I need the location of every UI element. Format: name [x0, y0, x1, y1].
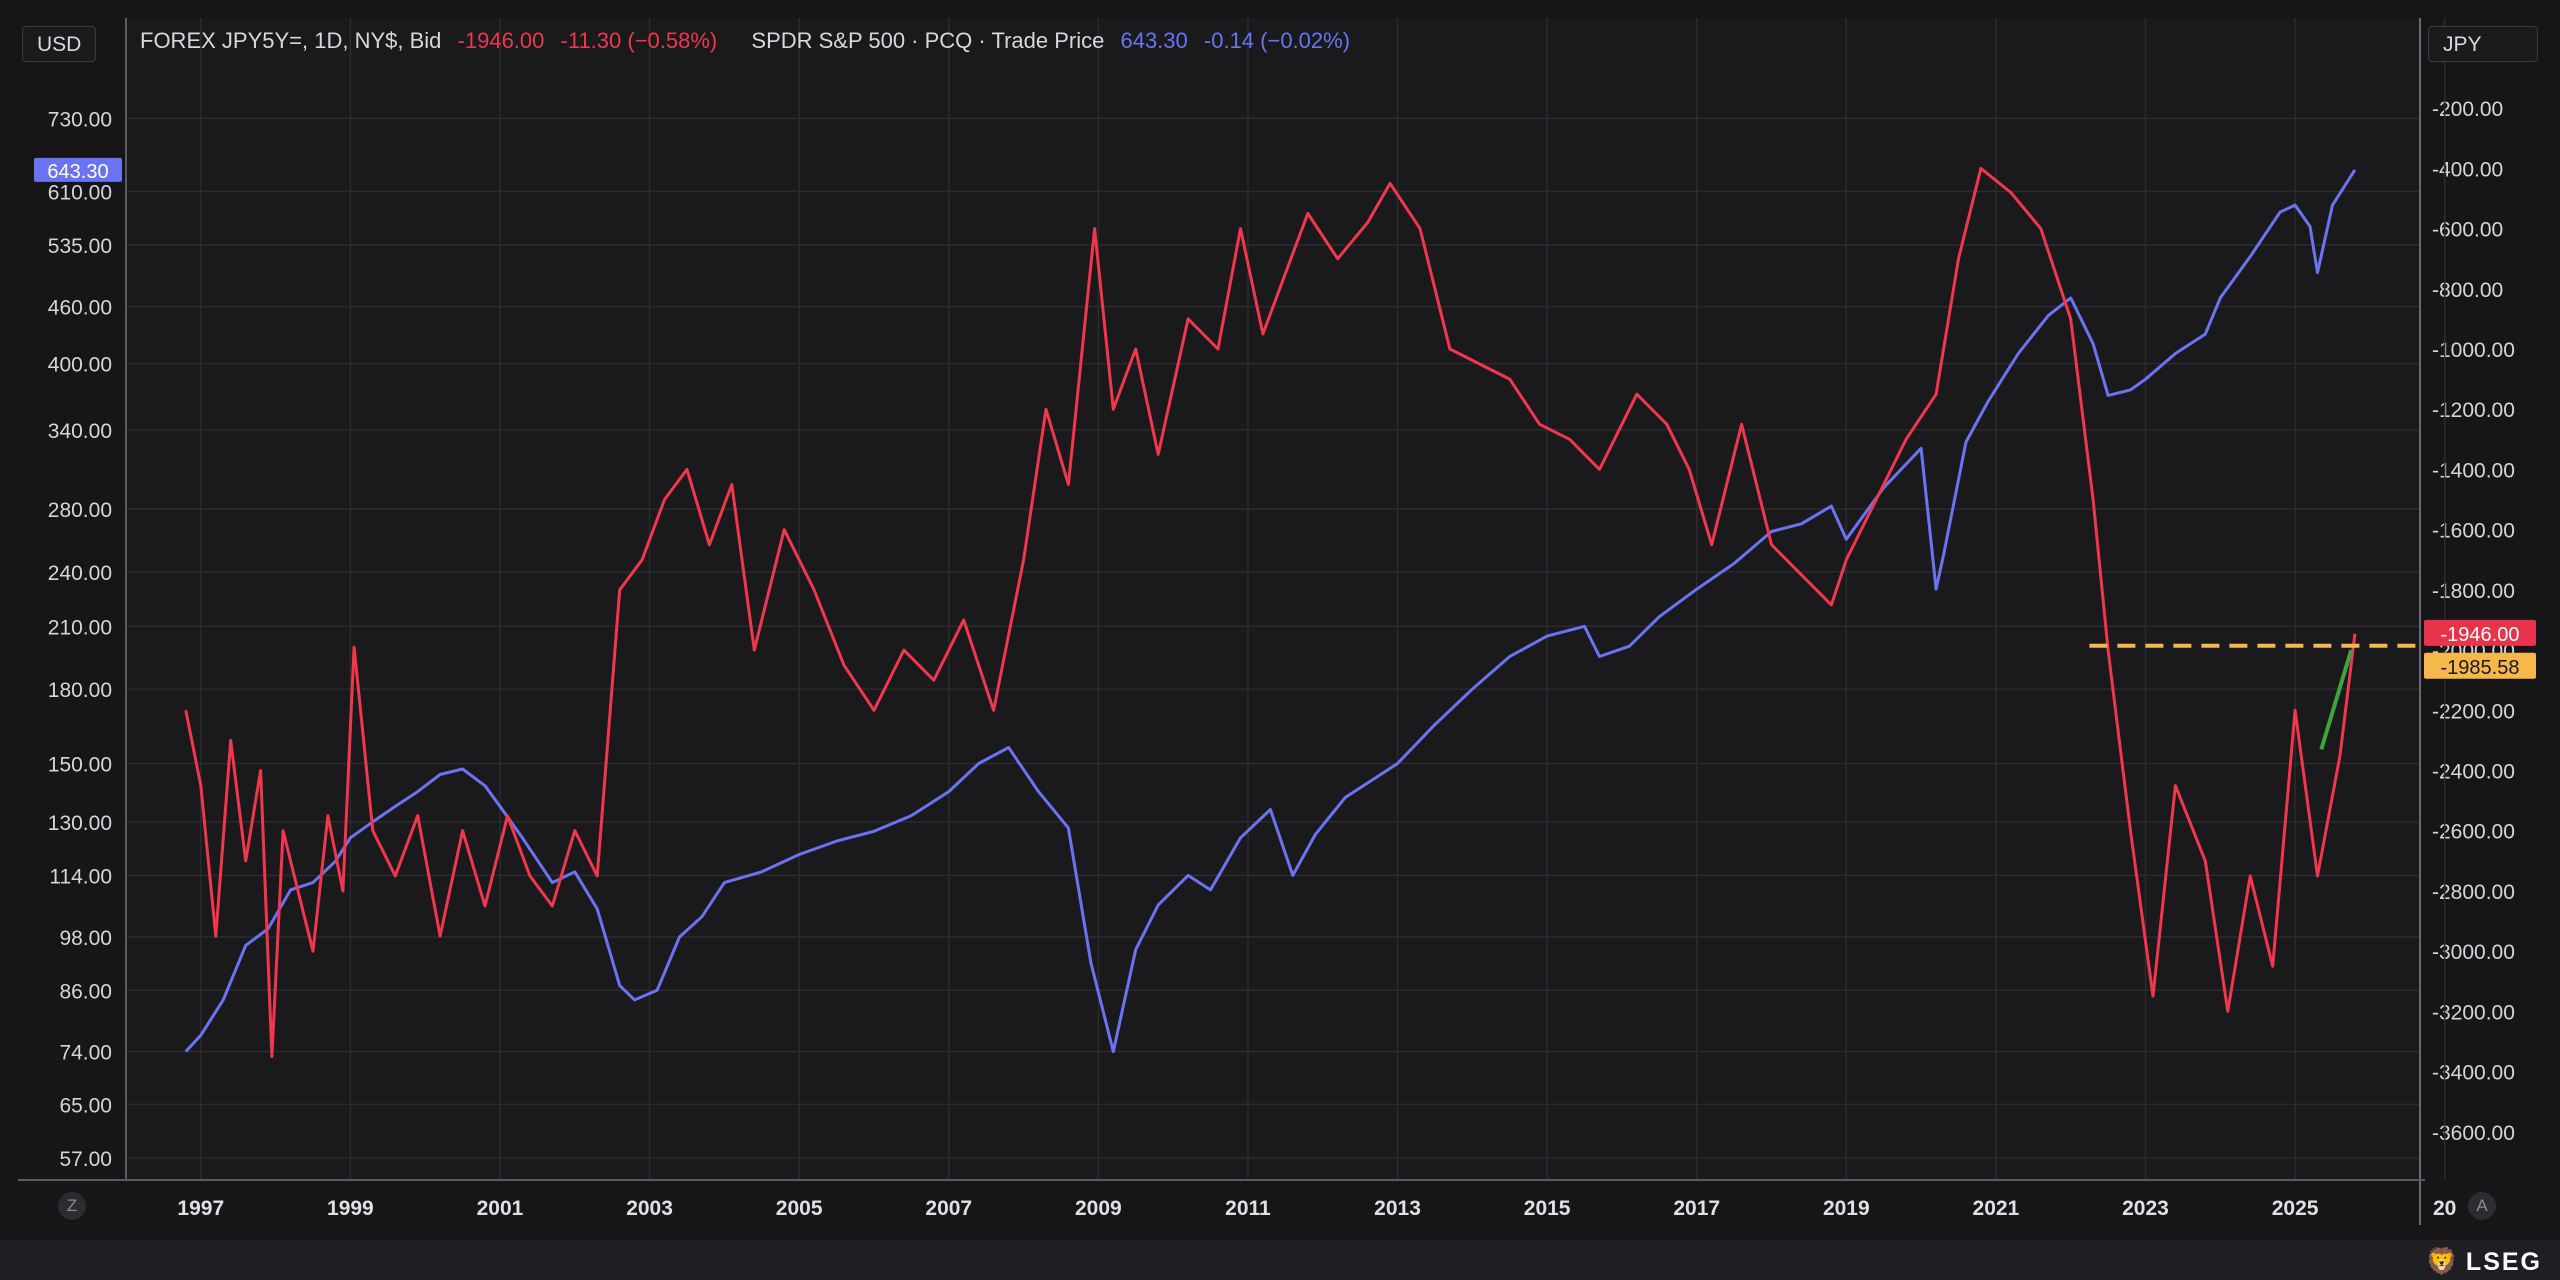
x-tick-label: 2001	[477, 1197, 524, 1220]
left-tick-label: 460.00	[48, 297, 112, 320]
left-tick-label: 535.00	[48, 235, 112, 258]
x-tick-label: 2007	[925, 1197, 972, 1220]
legend-series1-price: -1946.00	[457, 28, 545, 53]
left-tick-label: 180.00	[48, 679, 112, 702]
left-tick-label: 210.00	[48, 616, 112, 639]
left-tick-label: 150.00	[48, 753, 112, 776]
x-tick-label: 2019	[1823, 1197, 1870, 1220]
x-tick-label: 2021	[1973, 1197, 2020, 1220]
trend-segment	[2319, 649, 2354, 751]
right-tick-label: -2200.00	[2432, 700, 2515, 723]
right-last-price-box	[2424, 619, 2536, 646]
auto-scale-button[interactable]: A	[2468, 1192, 2496, 1220]
x-tick-label: 2009	[1075, 1197, 1122, 1220]
legend-series1-name[interactable]: FOREX JPY5Y=, 1D, NY$, Bid	[140, 28, 442, 53]
chart-svg: 730.00 610.00 535.00 460.00 400.00 340.00 280.…	[18, 18, 2536, 1225]
right-tick-label: -3400.00	[2432, 1062, 2515, 1085]
left-tick-label: 280.00	[48, 499, 112, 522]
left-tick-label: 114.00	[49, 865, 112, 888]
left-tick-label: 86.00	[59, 980, 112, 1003]
right-tick-label: -3600.00	[2432, 1122, 2515, 1145]
right-tick-label: -1600.00	[2432, 520, 2515, 543]
legend-series2-price: 643.30	[1120, 28, 1188, 53]
x-tick-label: 1997	[177, 1197, 224, 1220]
right-tick-label: -1000.00	[2432, 339, 2515, 362]
right-marker-price-box	[2424, 652, 2536, 679]
lion-icon: 🦁	[2425, 1246, 2460, 1276]
x-tick-label: 2013	[1374, 1197, 1421, 1220]
left-axis-unit-badge[interactable]: USD	[22, 26, 97, 62]
right-tick-label: -2600.00	[2432, 821, 2515, 844]
x-tick-label: 2003	[626, 1197, 673, 1220]
right-tick-label: -1400.00	[2432, 459, 2515, 482]
lseg-logo: 🦁 LSEG	[2426, 1246, 2542, 1277]
right-tick-label: -3200.00	[2432, 1001, 2515, 1024]
left-last-price-box	[34, 157, 122, 182]
left-tick-label: 730.00	[48, 108, 112, 131]
chart-legend: FOREX JPY5Y=, 1D, NY$, Bid -1946.00 -11.…	[140, 28, 1360, 54]
x-tick-label: 1999	[327, 1197, 374, 1220]
left-tick-label: 57.00	[59, 1148, 112, 1171]
x-tick-label: 2015	[1524, 1197, 1571, 1220]
left-tick-label: 340.00	[48, 420, 112, 443]
right-marker-price-label: -1985.58	[2441, 657, 2520, 679]
series-line	[184, 166, 2357, 1059]
left-tick-label: 400.00	[48, 354, 112, 377]
footer-bar: 🦁 LSEG	[0, 1240, 2560, 1280]
right-tick-label: -2400.00	[2432, 761, 2515, 784]
x-tick-label: 2011	[1225, 1197, 1271, 1220]
left-tick-label: 130.00	[48, 812, 112, 835]
legend-series1-change: -11.30 (−0.58%)	[560, 28, 718, 53]
x-tick-label: 2025	[2272, 1197, 2319, 1220]
plot-background	[126, 18, 2420, 1180]
left-tick-label: 74.00	[59, 1042, 112, 1065]
right-last-price-label: -1946.00	[2441, 624, 2520, 646]
right-tick-label: -600.00	[2432, 219, 2503, 242]
left-tick-label: 240.00	[48, 562, 112, 585]
left-tick-label: 610.00	[48, 182, 112, 205]
zoom-reset-button[interactable]: Z	[58, 1192, 86, 1220]
legend-series2-name[interactable]: SPDR S&P 500 · PCQ · Trade Price	[751, 28, 1105, 53]
right-tick-label: -800.00	[2432, 279, 2503, 302]
x-tick-label: 2017	[1673, 1197, 1720, 1220]
chart-area: 730.00 610.00 535.00 460.00 400.00 340.00 280.…	[18, 18, 2536, 1225]
left-tick-label: 65.00	[59, 1094, 112, 1117]
right-tick-label: -2800.00	[2432, 881, 2515, 904]
x-tick-label: 2005	[776, 1197, 823, 1220]
left-tick-label: 98.00	[59, 927, 112, 950]
right-tick-label: -3000.00	[2432, 941, 2515, 964]
x-tick-label: 20	[2433, 1197, 2456, 1220]
lseg-logo-text: LSEG	[2465, 1248, 2542, 1276]
right-tick-label: -400.00	[2432, 158, 2503, 181]
legend-series2-change: -0.14 (−0.02%)	[1203, 28, 1351, 53]
x-tick-label: 2023	[2122, 1197, 2169, 1220]
right-tick-label: -1200.00	[2432, 399, 2515, 422]
left-last-price-label: 643.30	[47, 161, 108, 183]
right-tick-label: -200.00	[2432, 98, 2503, 121]
right-axis-unit-badge[interactable]: JPY	[2428, 26, 2538, 62]
right-tick-label: -1800.00	[2432, 580, 2515, 603]
series-line	[184, 169, 2357, 1053]
